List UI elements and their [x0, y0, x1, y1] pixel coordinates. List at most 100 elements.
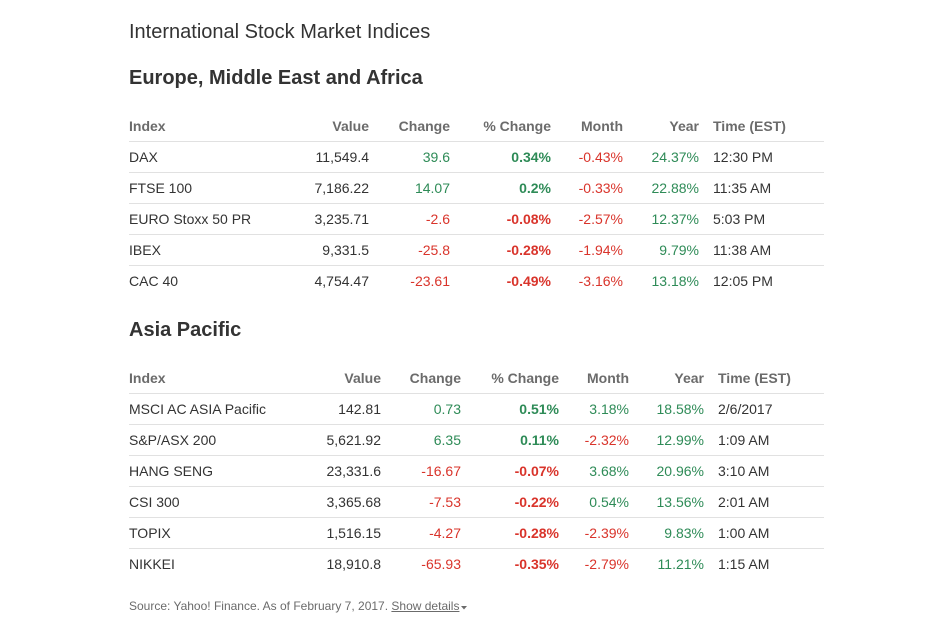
- table-row: MSCI AC ASIA Pacific 142.81 0.73 0.51% 3.18%…: [129, 393, 824, 425]
- cell-change: -65.93: [421, 556, 461, 572]
- cell-year: 11.21%: [657, 556, 704, 572]
- asia-pacific-indices-table: Index Value Change % Change Month Year T…: [129, 362, 824, 579]
- cell-year: 24.37%: [623, 141, 699, 173]
- column-header-index: Index: [129, 362, 307, 394]
- column-header-time: Time (EST): [704, 362, 824, 394]
- cell-change: 0.73: [381, 393, 461, 425]
- cell-time: 2/6/2017: [704, 393, 824, 425]
- column-header-change: Change: [369, 110, 450, 142]
- source-note: Source: Yahoo! Finance. As of February 7…: [129, 599, 468, 613]
- table-row: CSI 300 3,365.68 -7.53 -0.22% 0.54% 13.56% 2:0…: [129, 486, 824, 518]
- table-row: DAX 11,549.4 39.6 0.34% -0.43% 24.37% 12:30 PM: [129, 141, 824, 173]
- cell-pct-change: 0.51%: [461, 393, 559, 425]
- cell-index: IBEX: [129, 234, 294, 266]
- table-row: IBEX 9,331.5 -25.8 -0.28% -1.94% 9.79% 11:38 A…: [129, 234, 824, 266]
- cell-value: 7,186.22: [294, 172, 369, 204]
- table-row: S&P/ASX 200 5,621.92 6.35 0.11% -2.32% 12.99%…: [129, 424, 824, 456]
- section-heading-emea: Europe, Middle East and Africa: [129, 67, 423, 89]
- column-header-month: Month: [551, 110, 623, 142]
- cell-index: S&P/ASX 200: [129, 424, 307, 456]
- cell-year: 12.37%: [623, 203, 699, 235]
- cell-change: -16.67: [381, 455, 461, 487]
- cell-change: -25.8: [369, 234, 450, 266]
- column-header-pct-change: % Change: [461, 362, 559, 394]
- table-row: EURO Stoxx 50 PR 3,235.71 -2.6 -0.08% -2.57%…: [129, 203, 824, 235]
- cell-time: 2:01 AM: [704, 486, 824, 518]
- cell-index: CAC 40: [129, 273, 179, 289]
- cell-month: -0.43%: [551, 141, 623, 173]
- cell-index: TOPIX: [129, 517, 307, 549]
- column-header-pct-change: % Change: [450, 110, 551, 142]
- emea-indices-table: Index Value Change % Change Month Year T…: [129, 110, 824, 296]
- cell-month: 0.54%: [559, 486, 629, 518]
- cell-pct-change: -0.28%: [461, 517, 559, 549]
- cell-index: HANG SENG: [129, 455, 307, 487]
- cell-pct-change: -0.07%: [461, 455, 559, 487]
- cell-time: 11:38 AM: [699, 234, 824, 266]
- cell-change: 6.35: [381, 424, 461, 456]
- table-row: FTSE 100 7,186.22 14.07 0.2% -0.33% 22.88% 11:…: [129, 172, 824, 204]
- cell-time: 1:00 AM: [704, 517, 824, 549]
- cell-change: -23.61: [410, 273, 450, 289]
- cell-pct-change: -0.49%: [506, 273, 551, 289]
- cell-value: 1,516.15: [307, 517, 381, 549]
- column-header-value: Value: [307, 362, 381, 394]
- cell-value: 23,331.6: [307, 455, 381, 487]
- cell-year: 13.18%: [651, 273, 699, 289]
- cell-year: 20.96%: [629, 455, 704, 487]
- cell-month: -2.39%: [559, 517, 629, 549]
- column-header-index: Index: [129, 110, 294, 142]
- cell-month: -1.94%: [551, 234, 623, 266]
- cell-year: 9.79%: [623, 234, 699, 266]
- cell-time: 12:30 PM: [699, 141, 824, 173]
- table-row: CAC 40 4,754.47 -23.61 -0.49% -3.16% 13.18% 12…: [129, 266, 824, 297]
- section-heading-asia-pacific: Asia Pacific: [129, 319, 242, 341]
- cell-pct-change: -0.35%: [514, 556, 559, 572]
- cell-year: 18.58%: [629, 393, 704, 425]
- cell-change: -7.53: [381, 486, 461, 518]
- cell-value: 142.81: [307, 393, 381, 425]
- cell-value: 3,235.71: [294, 203, 369, 235]
- cell-month: -2.79%: [584, 556, 629, 572]
- cell-pct-change: -0.08%: [450, 203, 551, 235]
- column-header-change: Change: [381, 362, 461, 394]
- cell-change: -4.27: [381, 517, 461, 549]
- show-details-label: Show details: [391, 599, 460, 613]
- cell-month: 3.68%: [559, 455, 629, 487]
- cell-month: -2.32%: [559, 424, 629, 456]
- table-header-row: Index Value Change % Change Month Year T…: [129, 362, 824, 394]
- cell-year: 9.83%: [629, 517, 704, 549]
- cell-index: DAX: [129, 141, 294, 173]
- column-header-time: Time (EST): [699, 110, 824, 142]
- table-header-row: Index Value Change % Change Month Year T…: [129, 110, 824, 142]
- cell-change: -2.6: [369, 203, 450, 235]
- cell-index: FTSE 100: [129, 172, 294, 204]
- column-header-year: Year: [623, 110, 699, 142]
- cell-month: -0.33%: [551, 172, 623, 204]
- table-row: TOPIX 1,516.15 -4.27 -0.28% -2.39% 9.83% 1:00 …: [129, 517, 824, 549]
- cell-value: 11,549.4: [294, 141, 369, 173]
- table-row: NIKKEI 18,910.8 -65.93 -0.35% -2.79% 11.21% 1:…: [129, 549, 824, 580]
- cell-time: 5:03 PM: [699, 203, 824, 235]
- cell-value: 5,621.92: [307, 424, 381, 456]
- cell-time: 1:09 AM: [704, 424, 824, 456]
- show-details-link[interactable]: Show details: [391, 599, 468, 613]
- cell-month: -3.16%: [578, 273, 623, 289]
- cell-value: 3,365.68: [307, 486, 381, 518]
- cell-pct-change: 0.11%: [461, 424, 559, 456]
- cell-index: CSI 300: [129, 486, 307, 518]
- column-header-value: Value: [294, 110, 369, 142]
- page-title: International Stock Market Indices: [129, 21, 431, 43]
- cell-index: NIKKEI: [129, 556, 175, 572]
- cell-index: EURO Stoxx 50 PR: [129, 203, 294, 235]
- cell-time: 12:05 PM: [713, 273, 773, 289]
- cell-pct-change: 0.34%: [450, 141, 551, 173]
- cell-month: 3.18%: [559, 393, 629, 425]
- cell-value: 9,331.5: [294, 234, 369, 266]
- cell-year: 22.88%: [623, 172, 699, 204]
- column-header-month: Month: [559, 362, 629, 394]
- cell-pct-change: -0.28%: [450, 234, 551, 266]
- cell-year: 12.99%: [629, 424, 704, 456]
- cell-time: 1:15 AM: [718, 556, 770, 572]
- cell-year: 13.56%: [629, 486, 704, 518]
